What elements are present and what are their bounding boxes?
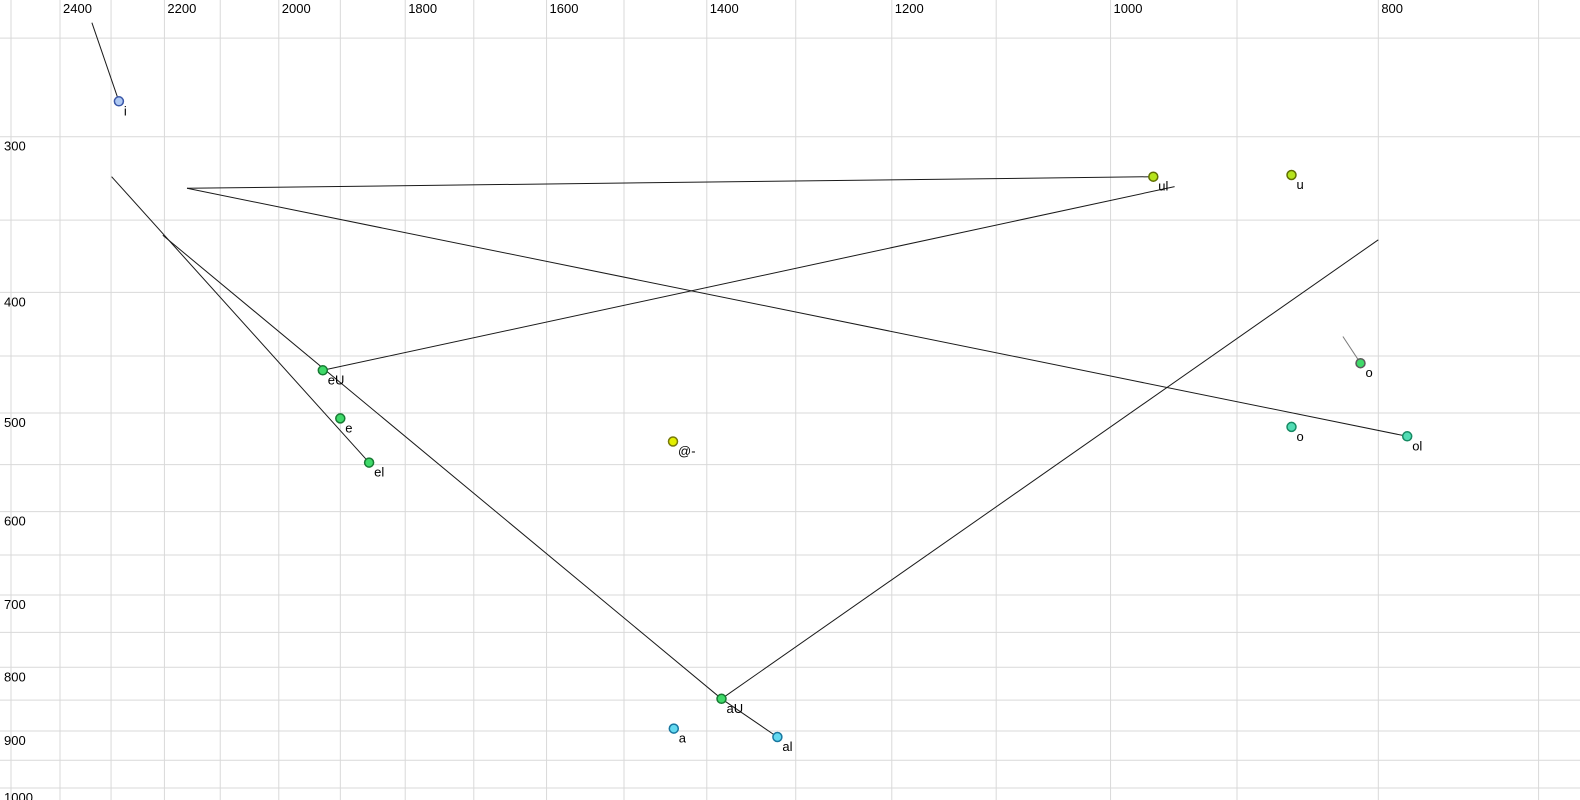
y-tick-label: 300 <box>4 139 26 154</box>
vowel-label: e <box>345 420 352 435</box>
vowel-point[interactable] <box>1148 171 1159 182</box>
y-tick-label: 500 <box>4 415 26 430</box>
trajectory-line <box>186 187 1408 437</box>
y-tick-label: 600 <box>4 514 26 529</box>
vowel-label: i <box>124 103 127 118</box>
vowel-point[interactable] <box>363 457 375 468</box>
vowel-label: u <box>1297 177 1304 192</box>
x-tick-label: 1000 <box>1114 1 1143 16</box>
vowel-point[interactable] <box>716 693 727 705</box>
vowel-point[interactable] <box>668 723 680 734</box>
vowel-point[interactable] <box>1286 421 1297 433</box>
vowel-point[interactable] <box>1401 431 1413 442</box>
vowel-point[interactable] <box>113 96 125 107</box>
x-tick-label: 1600 <box>550 1 579 16</box>
vowel-label: ul <box>1158 179 1168 194</box>
vowel-label: aU <box>727 701 744 716</box>
vowel-label: @- <box>678 444 696 459</box>
trajectory-line <box>186 176 1154 189</box>
vowel-label: a <box>679 731 687 746</box>
trajectory-line <box>91 22 120 102</box>
x-tick-label: 2200 <box>167 1 196 16</box>
trajectory-line <box>1342 336 1361 364</box>
x-tick-label: 1400 <box>710 1 739 16</box>
x-tick-label: 800 <box>1381 1 1403 16</box>
x-tick-label: 1200 <box>895 1 924 16</box>
vowel-label: el <box>374 465 384 480</box>
trajectory-line <box>322 186 1175 371</box>
vowel-point[interactable] <box>1355 357 1366 369</box>
y-tick-label: 400 <box>4 294 26 309</box>
x-tick-label: 1800 <box>408 1 437 16</box>
vowel-label: o <box>1366 365 1373 380</box>
vowel-point[interactable] <box>1286 169 1297 181</box>
vowel-label: al <box>782 739 792 754</box>
vowel-label: eU <box>328 372 345 387</box>
vowel-label: o <box>1297 429 1304 444</box>
vowel-point[interactable] <box>335 413 346 424</box>
x-tick-label: 2400 <box>63 1 92 16</box>
x-tick-label: 2000 <box>282 1 311 16</box>
trajectory-line <box>111 176 370 463</box>
y-tick-label: 1000 <box>4 790 33 800</box>
vowel-label: ol <box>1412 438 1422 453</box>
vowel-point[interactable] <box>667 436 679 447</box>
y-tick-label: 800 <box>4 669 26 684</box>
y-tick-label: 700 <box>4 597 26 612</box>
y-tick-label: 900 <box>4 733 26 748</box>
vowel-point[interactable] <box>317 365 329 376</box>
vowel-point[interactable] <box>772 731 783 743</box>
trajectory-line <box>721 239 1379 700</box>
